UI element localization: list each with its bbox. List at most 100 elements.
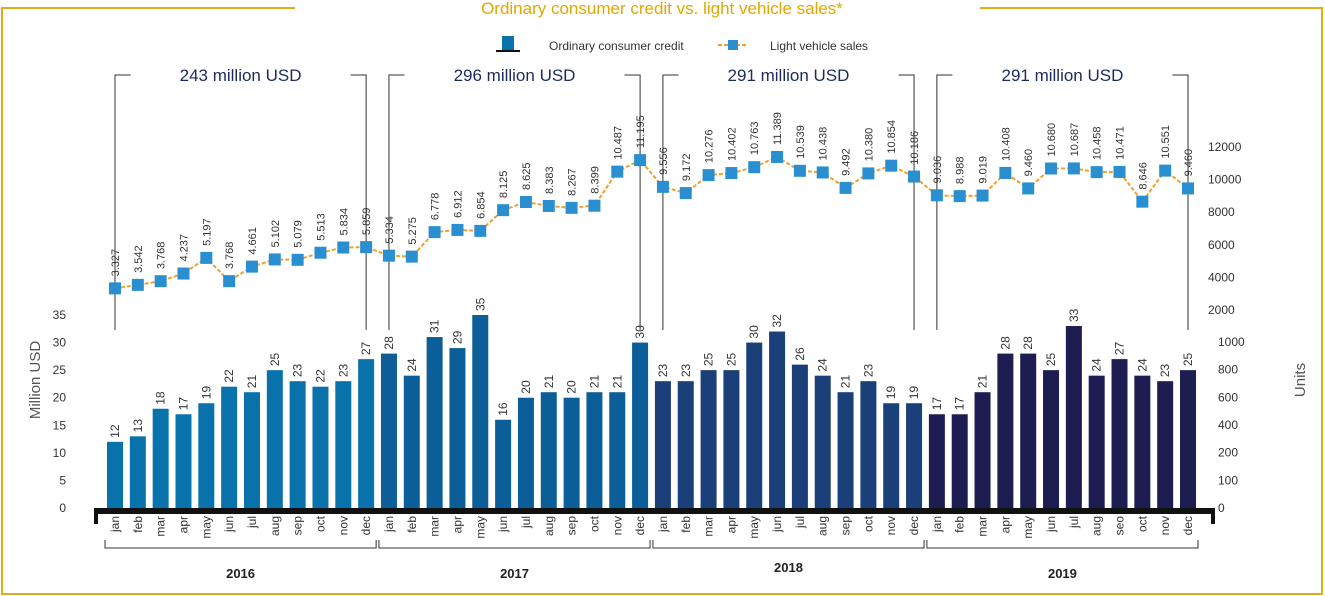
- line-marker: [725, 167, 738, 180]
- x-tick-label: jun: [770, 516, 784, 533]
- line-marker: [177, 267, 190, 280]
- x-tick-label: aug: [268, 516, 282, 536]
- y2-tick-label-lower: 600: [1218, 390, 1238, 404]
- x-tick-label: aug: [1090, 516, 1104, 536]
- line-value-label: 8.267: [567, 168, 579, 196]
- y2-tick-label: 2000: [1208, 303, 1235, 317]
- line-marker: [885, 159, 898, 172]
- y-axis-label: Million USD: [27, 341, 44, 420]
- bar: [723, 370, 740, 508]
- bar-value-label: 20: [519, 380, 533, 394]
- bar-value-label: 22: [313, 369, 327, 383]
- x-tick-label: feb: [405, 516, 419, 533]
- line-value-label: 9.556: [658, 147, 670, 175]
- bar: [791, 364, 808, 508]
- x-tick-label: aug: [542, 516, 556, 536]
- bar: [769, 331, 786, 508]
- x-tick-label: feb: [131, 516, 145, 533]
- bar: [449, 348, 466, 508]
- bar-value-label: 19: [884, 386, 898, 400]
- x-tick-label: jan: [930, 516, 944, 533]
- line-value-label: 10.854: [886, 120, 898, 154]
- line-marker: [474, 224, 487, 237]
- line-value-label: 5.102: [270, 220, 282, 248]
- line-value-label: 8.125: [498, 171, 510, 199]
- line-marker: [1182, 182, 1195, 195]
- bar-value-label: 28: [382, 336, 396, 350]
- bar-value-label: 21: [976, 375, 990, 389]
- bar: [563, 397, 580, 508]
- bar-value-label: 25: [702, 352, 716, 366]
- bar: [1088, 375, 1105, 508]
- bar: [472, 315, 489, 508]
- bar: [266, 370, 283, 508]
- line-marker: [542, 199, 555, 212]
- bar: [609, 392, 626, 508]
- bar: [632, 342, 649, 508]
- line-value-label: 10.487: [612, 126, 624, 160]
- bar-value-label: 27: [1113, 341, 1127, 355]
- x-tick-label: nov: [336, 516, 350, 535]
- bar: [654, 381, 671, 508]
- frame: [1, 7, 1323, 595]
- bar-value-label: 33: [1067, 308, 1081, 322]
- bar: [243, 392, 260, 508]
- year-label: 2019: [1048, 566, 1077, 581]
- bar-value-label: 23: [291, 363, 305, 377]
- x-tick-label: jun: [496, 516, 510, 533]
- x-tick-label: mar: [702, 516, 716, 537]
- frame-border: [1, 7, 1323, 595]
- line-value-label: 5.197: [201, 218, 213, 246]
- x-tick-label: dec: [907, 516, 921, 535]
- x-tick-label: feb: [679, 516, 693, 533]
- line-marker: [1045, 162, 1058, 175]
- line-value-label: 10.408: [1000, 127, 1012, 161]
- legend-label: Light vehicle sales: [770, 39, 868, 53]
- x-tick-label: may: [1021, 516, 1035, 539]
- line-marker: [588, 199, 601, 212]
- bar: [426, 337, 443, 508]
- bar-value-label: 21: [542, 375, 556, 389]
- line-marker: [839, 181, 852, 194]
- bar: [495, 419, 512, 508]
- line-marker: [816, 166, 829, 179]
- line-value-label: 9.036: [932, 156, 944, 184]
- bar-value-label: 32: [770, 314, 784, 328]
- line-value-label: 10.471: [1115, 126, 1127, 160]
- line-marker: [497, 204, 510, 217]
- line-marker: [245, 260, 258, 273]
- y2-tick-label-lower: 0: [1218, 501, 1225, 515]
- x-tick-label: dec: [359, 516, 373, 535]
- bar-value-label: 23: [656, 363, 670, 377]
- line-marker: [1113, 165, 1126, 178]
- bar-value-label: 23: [1158, 363, 1172, 377]
- y2-axis-label: Units: [1292, 363, 1309, 397]
- x-tick-label: may: [747, 516, 761, 539]
- line-marker: [291, 253, 304, 266]
- year-label: 2017: [500, 566, 529, 581]
- line-value-label: 10.402: [726, 127, 738, 161]
- bar-value-label: 21: [245, 375, 259, 389]
- line-value-label: 6.912: [452, 190, 464, 218]
- bar: [860, 381, 877, 508]
- line-marker: [109, 282, 121, 295]
- y2-tick-label: 6000: [1208, 238, 1235, 252]
- line-value-label: 10.380: [863, 128, 875, 162]
- y2-tick-label-lower: 200: [1218, 446, 1238, 460]
- x-tick-label: jan: [656, 516, 670, 533]
- bar: [1157, 381, 1174, 508]
- line-marker: [154, 275, 167, 288]
- line-marker: [1136, 195, 1149, 208]
- bar-value-label: 21: [610, 375, 624, 389]
- line-value-label: 5.275: [407, 217, 419, 245]
- x-tick-label: oct: [587, 515, 601, 532]
- x-tick-label: nov: [610, 516, 624, 535]
- bar: [677, 381, 694, 508]
- annotation: 291 million USD: [1001, 66, 1123, 85]
- bar: [814, 375, 831, 508]
- line-value-label: 4.661: [247, 227, 259, 255]
- line-value-label: 9.460: [1183, 149, 1195, 177]
- bar-value-label: 28: [1021, 336, 1035, 350]
- annotation: 243 million USD: [180, 66, 302, 85]
